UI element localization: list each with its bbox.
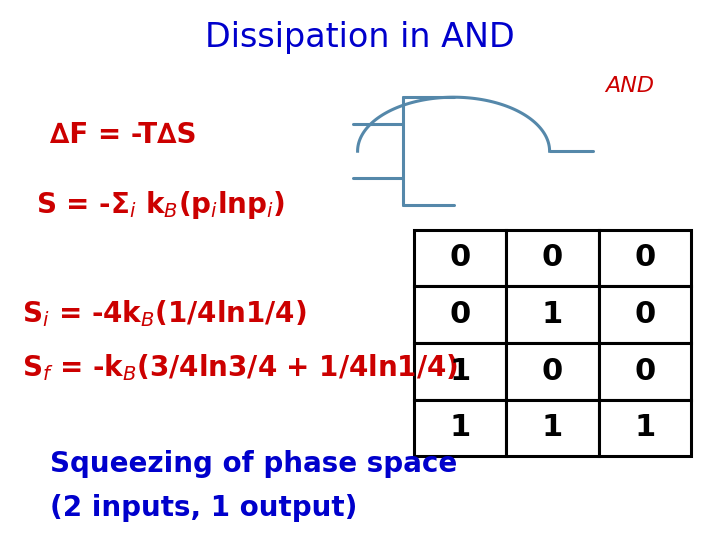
Bar bbox=[599, 230, 691, 286]
Bar bbox=[414, 400, 506, 456]
Bar bbox=[506, 286, 599, 343]
Bar bbox=[599, 400, 691, 456]
Text: Dissipation in AND: Dissipation in AND bbox=[205, 21, 515, 55]
Text: 0: 0 bbox=[542, 244, 563, 272]
Text: 0: 0 bbox=[634, 357, 656, 386]
Bar bbox=[414, 286, 506, 343]
Text: 1: 1 bbox=[542, 414, 563, 442]
Bar bbox=[506, 400, 599, 456]
Text: S$_{f}$ = -k$_{B}$(3/4ln3/4 + 1/4ln1/4): S$_{f}$ = -k$_{B}$(3/4ln3/4 + 1/4ln1/4) bbox=[22, 352, 458, 383]
Text: S$_{i}$ = -4k$_{B}$(1/4ln1/4): S$_{i}$ = -4k$_{B}$(1/4ln1/4) bbox=[22, 298, 306, 329]
Bar bbox=[414, 230, 506, 286]
Text: 0: 0 bbox=[542, 357, 563, 386]
Bar bbox=[414, 343, 506, 400]
Text: S = -Σ$_{i}$ k$_{B}$(p$_{i}$lnp$_{i}$): S = -Σ$_{i}$ k$_{B}$(p$_{i}$lnp$_{i}$) bbox=[36, 189, 285, 221]
Text: 1: 1 bbox=[542, 300, 563, 329]
Text: 1: 1 bbox=[449, 357, 471, 386]
Text: (2 inputs, 1 output): (2 inputs, 1 output) bbox=[50, 494, 358, 522]
Bar bbox=[506, 343, 599, 400]
Text: 1: 1 bbox=[449, 414, 471, 442]
Text: Squeezing of phase space: Squeezing of phase space bbox=[50, 450, 458, 478]
Text: 0: 0 bbox=[449, 244, 471, 272]
Text: 0: 0 bbox=[634, 300, 656, 329]
Text: 0: 0 bbox=[634, 244, 656, 272]
Text: 0: 0 bbox=[449, 300, 471, 329]
Bar bbox=[506, 230, 599, 286]
Bar bbox=[599, 286, 691, 343]
Text: 1: 1 bbox=[634, 414, 656, 442]
Bar bbox=[599, 343, 691, 400]
Text: AND: AND bbox=[605, 76, 654, 97]
Text: ∆F = -T∆S: ∆F = -T∆S bbox=[50, 121, 197, 149]
